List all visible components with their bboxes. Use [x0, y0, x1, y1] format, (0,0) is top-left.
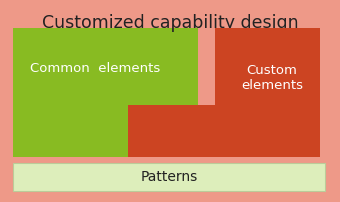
Text: Patterns: Patterns — [140, 170, 198, 184]
Polygon shape — [128, 28, 320, 157]
Polygon shape — [13, 28, 198, 157]
Text: Common  elements: Common elements — [30, 61, 160, 75]
Bar — [13, 163, 325, 191]
Text: Custom
elements: Custom elements — [241, 64, 303, 92]
Text: Customized capability design: Customized capability design — [42, 14, 298, 32]
